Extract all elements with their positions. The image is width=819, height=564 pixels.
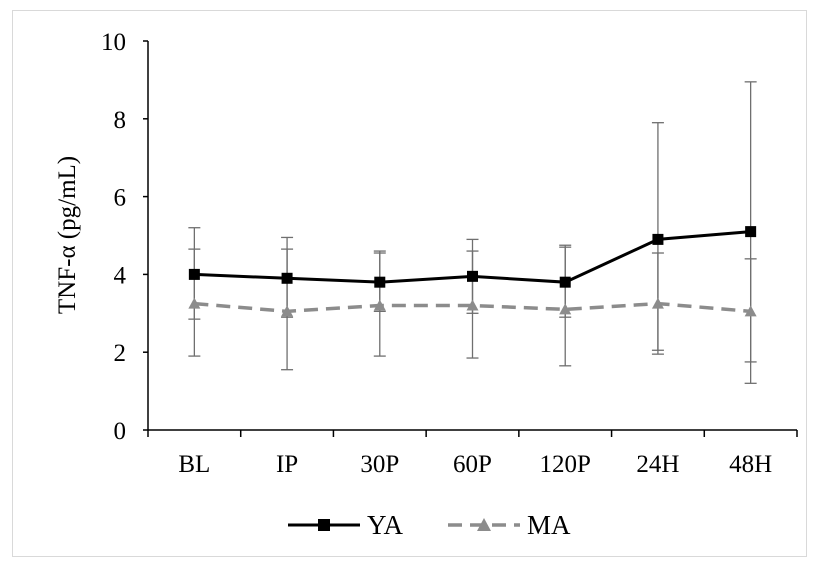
data-point <box>651 297 664 309</box>
x-tick-label: BL <box>178 451 210 478</box>
x-tick-label: 48H <box>729 451 772 478</box>
x-tick-label: 60P <box>453 451 492 478</box>
data-point <box>188 297 201 309</box>
legend: YA MA <box>288 510 571 540</box>
data-point <box>373 299 386 311</box>
x-tick-label: 30P <box>360 451 399 478</box>
data-point <box>466 299 479 311</box>
series-group <box>188 81 757 384</box>
data-point <box>559 276 571 288</box>
legend-item-ma: MA <box>448 510 571 540</box>
y-tick-label: 2 <box>114 340 127 367</box>
data-point <box>652 233 664 245</box>
y-axis-label: TNF-α (pg/mL) <box>54 156 81 314</box>
y-tick-label: 6 <box>114 185 127 212</box>
legend-label: YA <box>367 510 404 540</box>
series-ma <box>188 297 757 317</box>
legend-label: MA <box>527 510 571 540</box>
y-tick-label: 0 <box>114 418 127 445</box>
chart-frame <box>12 10 807 557</box>
data-point <box>744 305 757 317</box>
x-tick-label: 24H <box>636 451 679 478</box>
x-tick-label: IP <box>276 451 298 478</box>
axes <box>143 40 798 437</box>
data-point <box>745 226 757 238</box>
x-tick-label: 120P <box>540 451 591 478</box>
y-tick-labels: 0 2 4 6 8 10 <box>101 29 127 445</box>
data-point <box>467 270 478 282</box>
y-tick-label: 10 <box>101 29 126 56</box>
data-point <box>188 268 200 280</box>
legend-marker <box>318 519 330 531</box>
y-tick-label: 4 <box>114 262 127 289</box>
data-point <box>281 305 294 317</box>
y-tick-label: 8 <box>114 107 127 134</box>
legend-marker <box>477 518 491 531</box>
x-tick-labels: BL IP 30P 60P 120P 24H 48H <box>178 451 772 478</box>
series-ya <box>188 226 757 288</box>
data-point <box>374 276 386 288</box>
data-point <box>281 272 293 284</box>
data-point <box>559 303 572 315</box>
legend-item-ya: YA <box>288 510 404 540</box>
